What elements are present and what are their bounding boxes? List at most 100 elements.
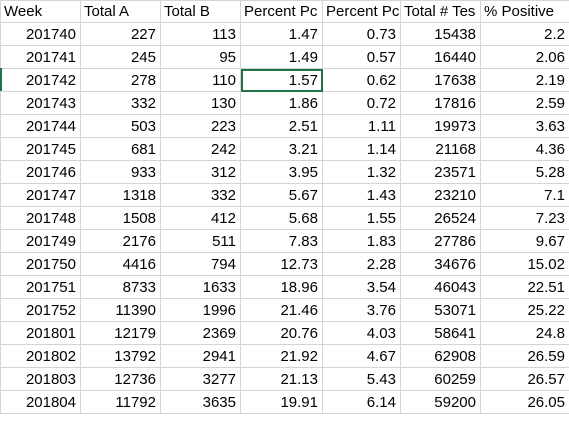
cell[interactable]: 26.05 [480, 390, 569, 414]
cell[interactable]: 12.73 [240, 252, 323, 276]
cell[interactable]: 21.13 [240, 367, 323, 391]
cell[interactable]: 9.67 [480, 229, 569, 253]
cell[interactable]: 201744 [0, 114, 81, 138]
cell[interactable]: 681 [80, 137, 161, 161]
cell[interactable]: 1.83 [322, 229, 401, 253]
cell[interactable]: 2.28 [322, 252, 401, 276]
cell[interactable]: 0.62 [322, 68, 401, 92]
cell[interactable]: 201750 [0, 252, 81, 276]
cell[interactable]: 201749 [0, 229, 81, 253]
cell[interactable]: 110 [160, 68, 241, 92]
cell[interactable]: 242 [160, 137, 241, 161]
cell[interactable]: 201746 [0, 160, 81, 184]
cell[interactable]: 1.11 [322, 114, 401, 138]
cell[interactable]: 21.92 [240, 344, 323, 368]
cell[interactable]: 58641 [400, 321, 481, 345]
cell[interactable]: 412 [160, 206, 241, 230]
cell[interactable]: 60259 [400, 367, 481, 391]
column-header[interactable]: Total A [80, 0, 161, 23]
cell[interactable]: 0.72 [322, 91, 401, 115]
cell[interactable]: 1996 [160, 298, 241, 322]
cell[interactable]: 201740 [0, 22, 81, 46]
cell[interactable]: 1.47 [240, 22, 323, 46]
column-header[interactable]: Total B [160, 0, 241, 23]
cell[interactable]: 23571 [400, 160, 481, 184]
cell[interactable]: 17816 [400, 91, 481, 115]
cell[interactable]: 1.86 [240, 91, 323, 115]
cell[interactable]: 3.21 [240, 137, 323, 161]
cell[interactable]: 5.68 [240, 206, 323, 230]
cell[interactable]: 2941 [160, 344, 241, 368]
cell[interactable]: 201804 [0, 390, 81, 414]
cell[interactable]: 312 [160, 160, 241, 184]
cell[interactable]: 201803 [0, 367, 81, 391]
cell[interactable]: 3.95 [240, 160, 323, 184]
cell[interactable]: 503 [80, 114, 161, 138]
cell[interactable]: 1.43 [322, 183, 401, 207]
cell[interactable]: 201801 [0, 321, 81, 345]
cell[interactable]: 7.83 [240, 229, 323, 253]
cell[interactable]: 5.43 [322, 367, 401, 391]
cell[interactable]: 11792 [80, 390, 161, 414]
cell[interactable]: 2.06 [480, 45, 569, 69]
cell[interactable]: 4416 [80, 252, 161, 276]
cell[interactable]: 1.49 [240, 45, 323, 69]
cell[interactable]: 11390 [80, 298, 161, 322]
cell[interactable]: 332 [160, 183, 241, 207]
cell[interactable]: 22.51 [480, 275, 569, 299]
cell[interactable]: 3.54 [322, 275, 401, 299]
cell[interactable]: 13792 [80, 344, 161, 368]
cell[interactable]: 3.63 [480, 114, 569, 138]
cell[interactable]: 794 [160, 252, 241, 276]
cell[interactable]: 0.73 [322, 22, 401, 46]
cell[interactable]: 245 [80, 45, 161, 69]
cell[interactable]: 7.1 [480, 183, 569, 207]
cell[interactable]: 1633 [160, 275, 241, 299]
cell[interactable]: 4.67 [322, 344, 401, 368]
cell[interactable]: 1.14 [322, 137, 401, 161]
cell[interactable]: 20.76 [240, 321, 323, 345]
cell[interactable]: 15438 [400, 22, 481, 46]
cell[interactable]: 15.02 [480, 252, 569, 276]
cell[interactable]: 511 [160, 229, 241, 253]
cell[interactable]: 4.36 [480, 137, 569, 161]
cell[interactable]: 278 [80, 68, 161, 92]
cell[interactable]: 201742 [0, 68, 81, 92]
cell[interactable]: 21168 [400, 137, 481, 161]
cell[interactable]: 201802 [0, 344, 81, 368]
cell[interactable]: 17638 [400, 68, 481, 92]
cell[interactable]: 933 [80, 160, 161, 184]
cell[interactable]: 223 [160, 114, 241, 138]
cell[interactable]: 3277 [160, 367, 241, 391]
column-header[interactable]: Total # Tes [400, 0, 481, 23]
cell[interactable]: 130 [160, 91, 241, 115]
cell[interactable]: 1.32 [322, 160, 401, 184]
cell[interactable]: 18.96 [240, 275, 323, 299]
column-header[interactable]: Percent Pc [322, 0, 401, 23]
cell[interactable]: 59200 [400, 390, 481, 414]
cell[interactable]: 5.67 [240, 183, 323, 207]
cell[interactable]: 53071 [400, 298, 481, 322]
cell[interactable]: 23210 [400, 183, 481, 207]
cell[interactable]: 2.59 [480, 91, 569, 115]
cell[interactable]: 227 [80, 22, 161, 46]
cell[interactable]: 1.57 [240, 68, 323, 92]
cell[interactable]: 24.8 [480, 321, 569, 345]
cell[interactable]: 201741 [0, 45, 81, 69]
cell[interactable]: 201751 [0, 275, 81, 299]
cell[interactable]: 2.51 [240, 114, 323, 138]
cell[interactable]: 25.22 [480, 298, 569, 322]
cell[interactable]: 27786 [400, 229, 481, 253]
cell[interactable]: 62908 [400, 344, 481, 368]
column-header[interactable]: Percent Pc [240, 0, 323, 23]
cell[interactable]: 95 [160, 45, 241, 69]
cell[interactable]: 26524 [400, 206, 481, 230]
cell[interactable]: 3635 [160, 390, 241, 414]
cell[interactable]: 1.55 [322, 206, 401, 230]
cell[interactable]: 332 [80, 91, 161, 115]
cell[interactable]: 201745 [0, 137, 81, 161]
cell[interactable]: 201748 [0, 206, 81, 230]
cell[interactable]: 2176 [80, 229, 161, 253]
column-header[interactable]: Week [0, 0, 81, 23]
cell[interactable]: 201752 [0, 298, 81, 322]
